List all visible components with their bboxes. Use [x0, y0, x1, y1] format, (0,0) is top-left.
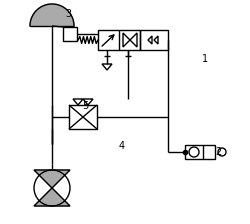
Polygon shape	[34, 188, 70, 206]
Text: 1: 1	[202, 54, 208, 64]
Text: 4: 4	[119, 141, 125, 151]
Polygon shape	[34, 170, 70, 188]
Bar	[63, 27, 77, 41]
Bar	[69, 105, 97, 129]
Bar	[140, 30, 168, 50]
Bar	[98, 30, 140, 50]
Text: 5: 5	[82, 101, 88, 111]
Text: 3: 3	[65, 9, 71, 19]
Bar	[185, 145, 215, 159]
Text: 2: 2	[215, 147, 221, 157]
Polygon shape	[30, 4, 74, 26]
